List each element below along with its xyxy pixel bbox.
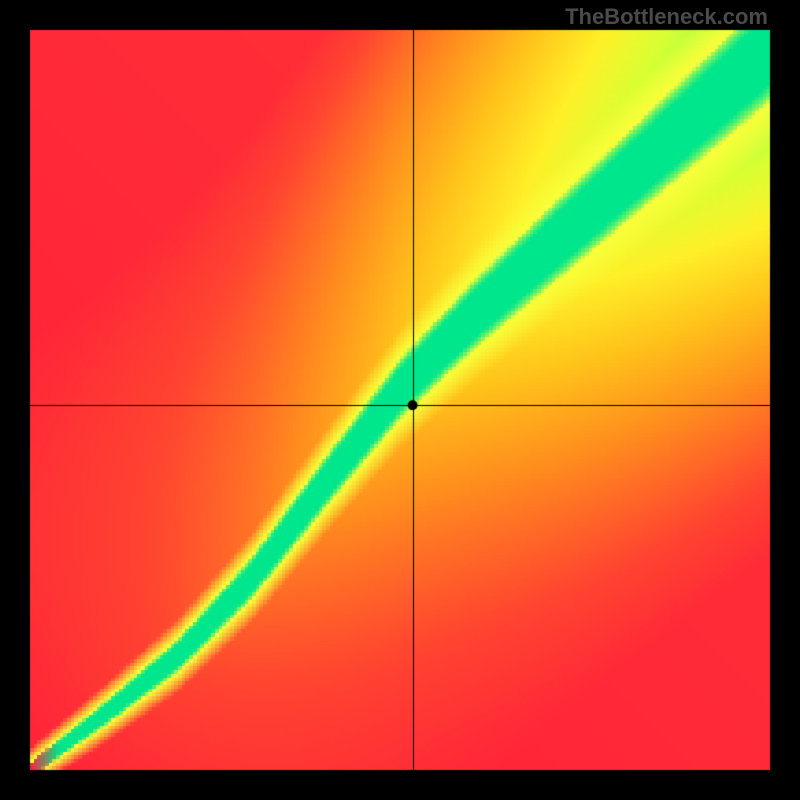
watermark-text: TheBottleneck.com [565,4,768,30]
bottleneck-heatmap [0,0,800,800]
chart-container: TheBottleneck.com [0,0,800,800]
